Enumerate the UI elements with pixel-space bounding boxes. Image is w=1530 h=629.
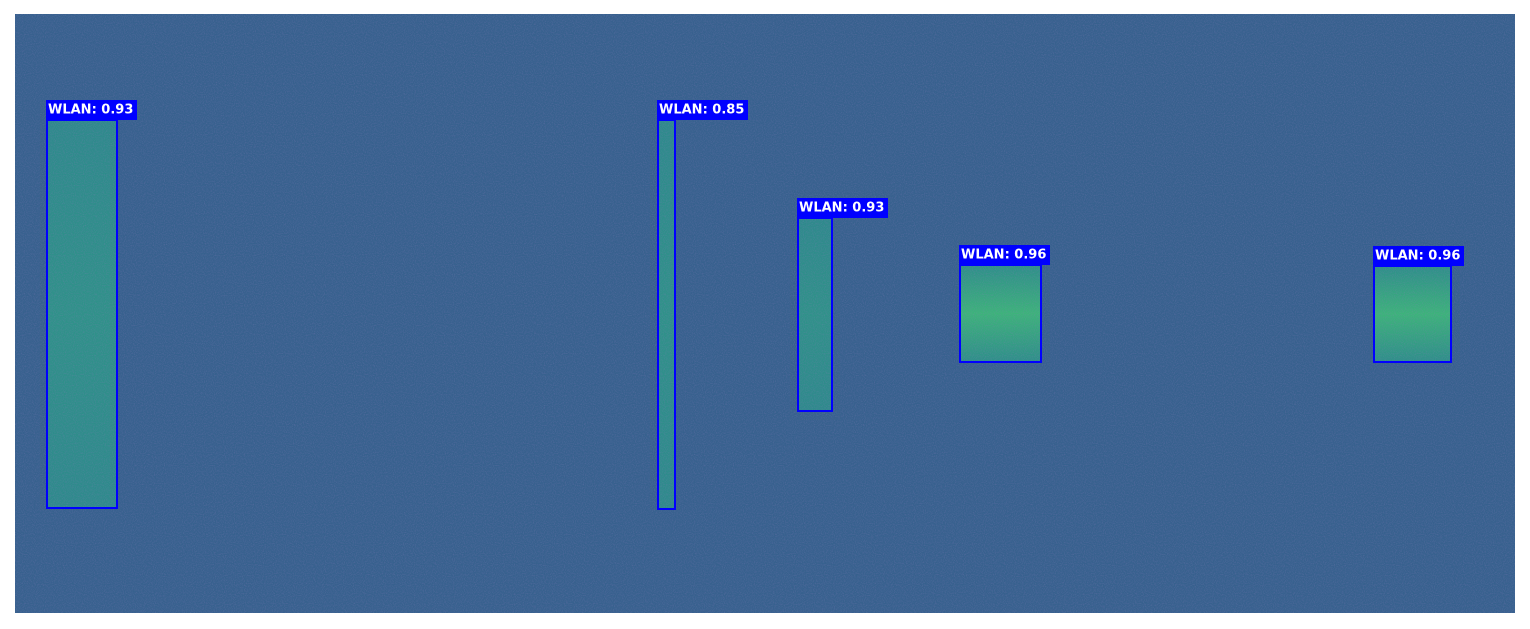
label-background (1373, 246, 1464, 266)
label-background (959, 245, 1050, 265)
label-background (797, 198, 888, 218)
detection-label: WLAN: 0.93 (48, 103, 133, 118)
detection-label: WLAN: 0.93 (799, 201, 884, 216)
noise (15, 14, 1515, 613)
label-background (657, 100, 748, 120)
detection-label: WLAN: 0.96 (961, 248, 1046, 263)
label-background (46, 100, 137, 120)
detection-label: WLAN: 0.85 (659, 103, 744, 118)
detections: WLAN: 0.93 WLAN: 0.85 WLAN: 0.93 WLAN: 0.96… (46, 100, 1464, 510)
detection-label: WLAN: 0.96 (1375, 249, 1460, 264)
